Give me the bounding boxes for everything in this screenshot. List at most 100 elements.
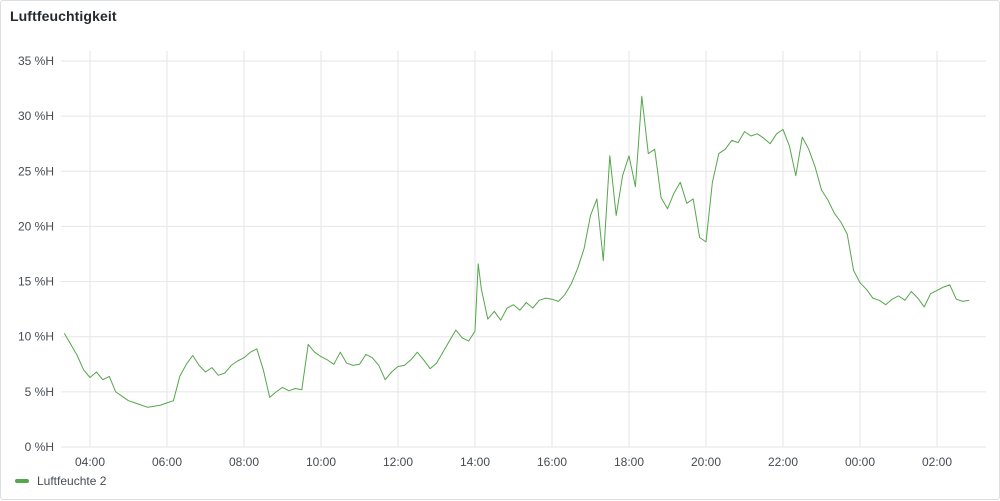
data-point[interactable] (75, 353, 79, 357)
data-point[interactable] (370, 356, 374, 360)
data-point[interactable] (877, 298, 881, 302)
data-point[interactable] (710, 180, 714, 184)
data-point[interactable] (287, 389, 291, 393)
data-point[interactable] (447, 339, 451, 343)
data-point[interactable] (755, 132, 759, 136)
data-point[interactable] (807, 147, 811, 151)
data-point[interactable] (608, 154, 612, 158)
data-point[interactable] (107, 374, 111, 378)
data-point[interactable] (345, 361, 349, 365)
data-point[interactable] (685, 201, 689, 205)
data-point[interactable] (248, 350, 252, 354)
data-point[interactable] (274, 390, 278, 394)
data-point[interactable] (954, 297, 958, 301)
data-point[interactable] (351, 363, 355, 367)
data-point[interactable] (743, 130, 747, 134)
data-point[interactable] (556, 299, 560, 303)
data-point[interactable] (794, 174, 798, 178)
data-point[interactable] (864, 287, 868, 291)
data-point[interactable] (935, 288, 939, 292)
data-point[interactable] (422, 358, 426, 362)
data-point[interactable] (813, 165, 817, 169)
data-point[interactable] (646, 152, 650, 156)
data-point[interactable] (479, 287, 483, 291)
data-point[interactable] (903, 298, 907, 302)
data-point[interactable] (659, 196, 663, 200)
data-point[interactable] (204, 370, 208, 374)
data-point[interactable] (165, 401, 169, 405)
data-point[interactable] (672, 191, 676, 195)
data-point[interactable] (281, 385, 285, 389)
data-point[interactable] (268, 395, 272, 399)
data-point[interactable] (691, 197, 695, 201)
data-point[interactable] (544, 296, 548, 300)
data-point[interactable] (499, 318, 503, 322)
data-point[interactable] (223, 371, 227, 375)
data-point[interactable] (832, 211, 836, 215)
data-point[interactable] (229, 363, 233, 367)
data-point[interactable] (415, 350, 419, 354)
data-point[interactable] (197, 363, 201, 367)
data-point[interactable] (383, 378, 387, 382)
data-point[interactable] (332, 362, 336, 366)
data-point[interactable] (916, 296, 920, 300)
data-point[interactable] (820, 188, 824, 192)
data-point[interactable] (839, 220, 843, 224)
data-point[interactable] (505, 306, 509, 310)
data-point[interactable] (364, 352, 368, 356)
data-point[interactable] (537, 298, 541, 302)
data-point[interactable] (300, 388, 304, 392)
data-point[interactable] (216, 373, 220, 377)
data-point[interactable] (826, 198, 830, 202)
data-point[interactable] (929, 292, 933, 296)
data-point[interactable] (852, 269, 856, 273)
data-point[interactable] (88, 376, 92, 380)
data-point[interactable] (120, 394, 124, 398)
data-point[interactable] (633, 185, 637, 189)
data-point[interactable] (178, 374, 182, 378)
data-point[interactable] (313, 350, 317, 354)
legend[interactable]: Luftfeuchte 2 (15, 474, 106, 488)
data-point[interactable] (358, 362, 362, 366)
data-point[interactable] (640, 94, 644, 98)
data-point[interactable] (133, 401, 137, 405)
data-point[interactable] (390, 370, 394, 374)
data-point[interactable] (152, 404, 156, 408)
data-point[interactable] (698, 235, 702, 239)
data-point[interactable] (191, 353, 195, 357)
data-point[interactable] (601, 259, 605, 263)
data-point[interactable] (800, 135, 804, 139)
data-point[interactable] (210, 366, 214, 370)
data-point[interactable] (512, 303, 516, 307)
data-point[interactable] (409, 358, 413, 362)
data-point[interactable] (621, 174, 625, 178)
data-point[interactable] (476, 262, 480, 266)
data-point[interactable] (589, 213, 593, 217)
data-point[interactable] (941, 285, 945, 289)
data-point[interactable] (749, 134, 753, 138)
data-point[interactable] (325, 358, 329, 362)
data-point[interactable] (858, 281, 862, 285)
data-point[interactable] (524, 301, 528, 305)
data-point[interactable] (666, 207, 670, 211)
data-point[interactable] (653, 147, 657, 151)
data-point[interactable] (595, 197, 599, 201)
data-point[interactable] (159, 403, 163, 407)
data-point[interactable] (531, 306, 535, 310)
data-point[interactable] (736, 141, 740, 145)
data-point[interactable] (678, 180, 682, 184)
data-point[interactable] (704, 240, 708, 244)
data-point[interactable] (787, 144, 791, 148)
data-point[interactable] (967, 298, 971, 302)
data-point[interactable] (319, 355, 323, 359)
data-point[interactable] (486, 317, 490, 321)
data-point[interactable] (184, 362, 188, 366)
data-point[interactable] (518, 308, 522, 312)
data-point[interactable] (454, 328, 458, 332)
data-point[interactable] (139, 403, 143, 407)
panel-title[interactable]: Luftfeuchtigkeit (10, 8, 117, 24)
data-point[interactable] (768, 142, 772, 146)
data-point[interactable] (775, 132, 779, 136)
data-point[interactable] (236, 359, 240, 363)
